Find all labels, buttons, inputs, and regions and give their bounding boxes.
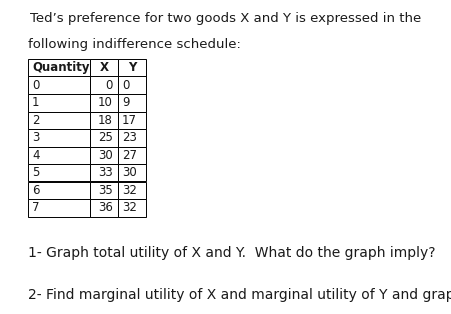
Text: 0: 0 xyxy=(32,79,39,92)
Bar xyxy=(28,59,90,77)
Bar xyxy=(28,181,90,199)
Text: 18: 18 xyxy=(98,114,113,127)
Text: 5: 5 xyxy=(32,166,39,179)
Text: Ted’s preference for two goods X and Y is expressed in the: Ted’s preference for two goods X and Y i… xyxy=(30,12,421,25)
Text: 17: 17 xyxy=(122,114,137,127)
Bar xyxy=(90,164,118,181)
Text: 0: 0 xyxy=(106,79,113,92)
Bar xyxy=(28,129,90,147)
Text: 1: 1 xyxy=(32,96,39,109)
Text: Quantity: Quantity xyxy=(32,61,89,74)
Text: 35: 35 xyxy=(98,184,113,197)
Bar xyxy=(28,147,90,164)
Text: 30: 30 xyxy=(122,166,137,179)
Bar xyxy=(90,59,118,77)
Bar xyxy=(90,129,118,147)
Text: 2- Find marginal utility of X and marginal utility of Y and graph: 2- Find marginal utility of X and margin… xyxy=(28,288,451,302)
Bar xyxy=(90,94,118,111)
Bar xyxy=(118,77,146,94)
Bar xyxy=(28,199,90,216)
Bar xyxy=(118,59,146,77)
Bar xyxy=(90,181,118,199)
Bar xyxy=(118,94,146,111)
Text: 25: 25 xyxy=(98,131,113,144)
Text: 6: 6 xyxy=(32,184,39,197)
Text: 36: 36 xyxy=(98,201,113,214)
Bar xyxy=(90,77,118,94)
Bar xyxy=(118,111,146,129)
Bar xyxy=(90,147,118,164)
Text: 7: 7 xyxy=(32,201,39,214)
Bar xyxy=(118,147,146,164)
Text: 1- Graph total utility of X and Y.  What do the graph imply?: 1- Graph total utility of X and Y. What … xyxy=(28,246,434,260)
Bar xyxy=(118,164,146,181)
Bar xyxy=(28,164,90,181)
Bar xyxy=(28,94,90,111)
Bar xyxy=(118,181,146,199)
Text: 23: 23 xyxy=(122,131,137,144)
Text: 0: 0 xyxy=(122,79,129,92)
Text: 4: 4 xyxy=(32,149,39,162)
Text: following indifference schedule:: following indifference schedule: xyxy=(28,38,240,51)
Bar xyxy=(118,129,146,147)
Text: 32: 32 xyxy=(122,201,137,214)
Text: 32: 32 xyxy=(122,184,137,197)
Text: X: X xyxy=(99,61,108,74)
Bar xyxy=(28,77,90,94)
Text: 27: 27 xyxy=(122,149,137,162)
Text: 10: 10 xyxy=(98,96,113,109)
Text: 2: 2 xyxy=(32,114,39,127)
Bar xyxy=(90,111,118,129)
Bar xyxy=(118,199,146,216)
Text: 3: 3 xyxy=(32,131,39,144)
Text: 30: 30 xyxy=(98,149,113,162)
Bar xyxy=(28,111,90,129)
Text: Y: Y xyxy=(128,61,136,74)
Text: 33: 33 xyxy=(98,166,113,179)
Text: 9: 9 xyxy=(122,96,129,109)
Bar xyxy=(90,199,118,216)
